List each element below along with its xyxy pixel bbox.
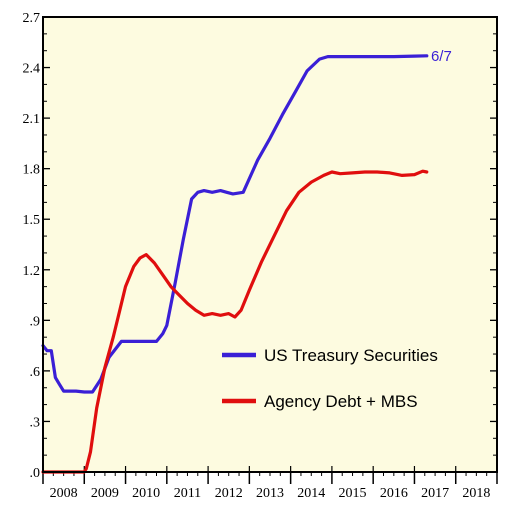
plot-frame bbox=[42, 16, 498, 473]
legend-label-0: US Treasury Securities bbox=[264, 346, 438, 365]
y-tick-label: 1.2 bbox=[23, 264, 41, 279]
x-tick-label: 2008 bbox=[50, 486, 78, 501]
x-tick-label: 2016 bbox=[380, 486, 408, 501]
y-tick-label: 1.5 bbox=[23, 213, 41, 228]
x-tick-label: 2013 bbox=[256, 486, 284, 501]
x-tick-label: 2015 bbox=[339, 486, 367, 501]
y-tick-label: 2.1 bbox=[23, 112, 41, 127]
annotation-label: 6/7 bbox=[431, 48, 452, 65]
y-tick-label: .9 bbox=[30, 314, 41, 329]
x-tick-label: 2018 bbox=[462, 486, 490, 501]
y-tick-label: 2.7 bbox=[23, 11, 41, 26]
y-tick-label: .3 bbox=[30, 415, 41, 430]
series-line-1 bbox=[41, 169, 429, 474]
y-tick-label: .0 bbox=[30, 466, 41, 481]
y-tick-label: .6 bbox=[30, 365, 41, 380]
y-tick-label: 2.4 bbox=[23, 62, 41, 77]
x-tick-label: 2009 bbox=[91, 486, 119, 501]
y-tick-label: 1.8 bbox=[23, 163, 41, 178]
series-line-0 bbox=[41, 54, 429, 394]
x-tick-label: 2017 bbox=[421, 486, 449, 501]
x-tick-label: 2011 bbox=[174, 486, 201, 501]
x-tick-label: 2012 bbox=[215, 486, 243, 501]
legend-label-1: Agency Debt + MBS bbox=[264, 392, 418, 411]
x-tick-label: 2010 bbox=[132, 486, 160, 501]
x-tick-label: 2014 bbox=[297, 486, 325, 501]
